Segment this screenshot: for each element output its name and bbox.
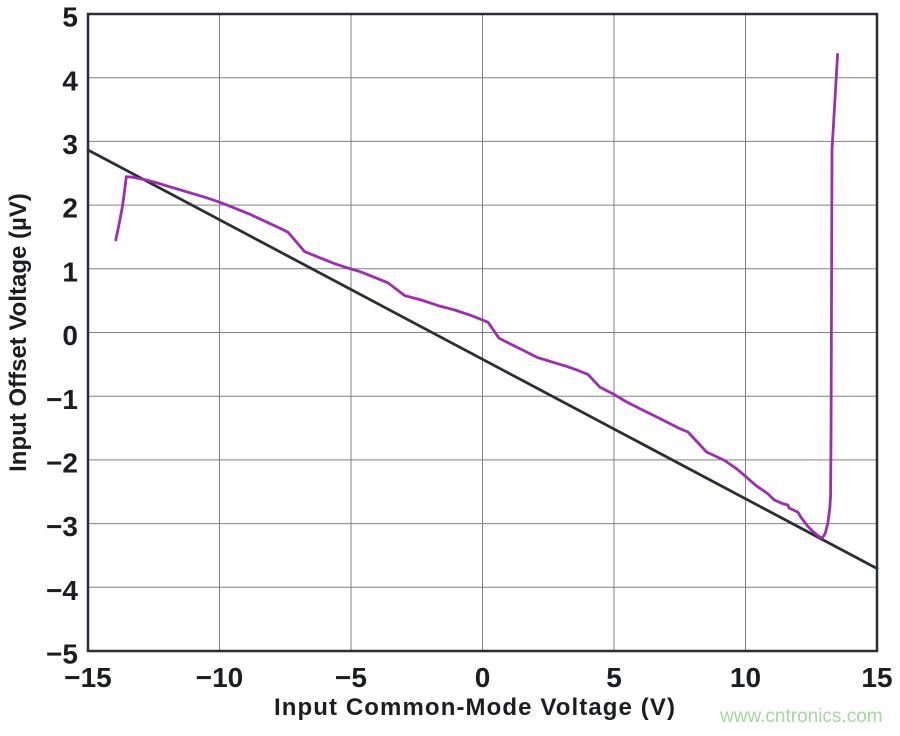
svg-text:0: 0 [62,320,78,351]
svg-text:3: 3 [62,129,78,160]
svg-text:5: 5 [62,2,78,33]
svg-text:−5: −5 [335,662,367,693]
svg-text:5: 5 [606,662,622,693]
svg-text:−2: −2 [46,448,78,479]
svg-text:2: 2 [62,193,78,224]
svg-text:www.cntronics.com: www.cntronics.com [719,706,883,727]
svg-text:0: 0 [475,662,491,693]
svg-text:−3: −3 [46,511,78,542]
svg-text:Input Common-Mode Voltage (V): Input Common-Mode Voltage (V) [274,694,676,721]
svg-text:−15: −15 [64,662,112,693]
svg-text:15: 15 [861,662,892,693]
svg-text:4: 4 [62,65,78,96]
svg-text:−1: −1 [46,384,78,415]
svg-text:10: 10 [730,662,761,693]
svg-text:−4: −4 [46,575,78,606]
svg-text:Input Offset Voltage (µV): Input Offset Voltage (µV) [5,193,32,472]
svg-text:1: 1 [62,256,78,287]
svg-text:−10: −10 [196,662,244,693]
